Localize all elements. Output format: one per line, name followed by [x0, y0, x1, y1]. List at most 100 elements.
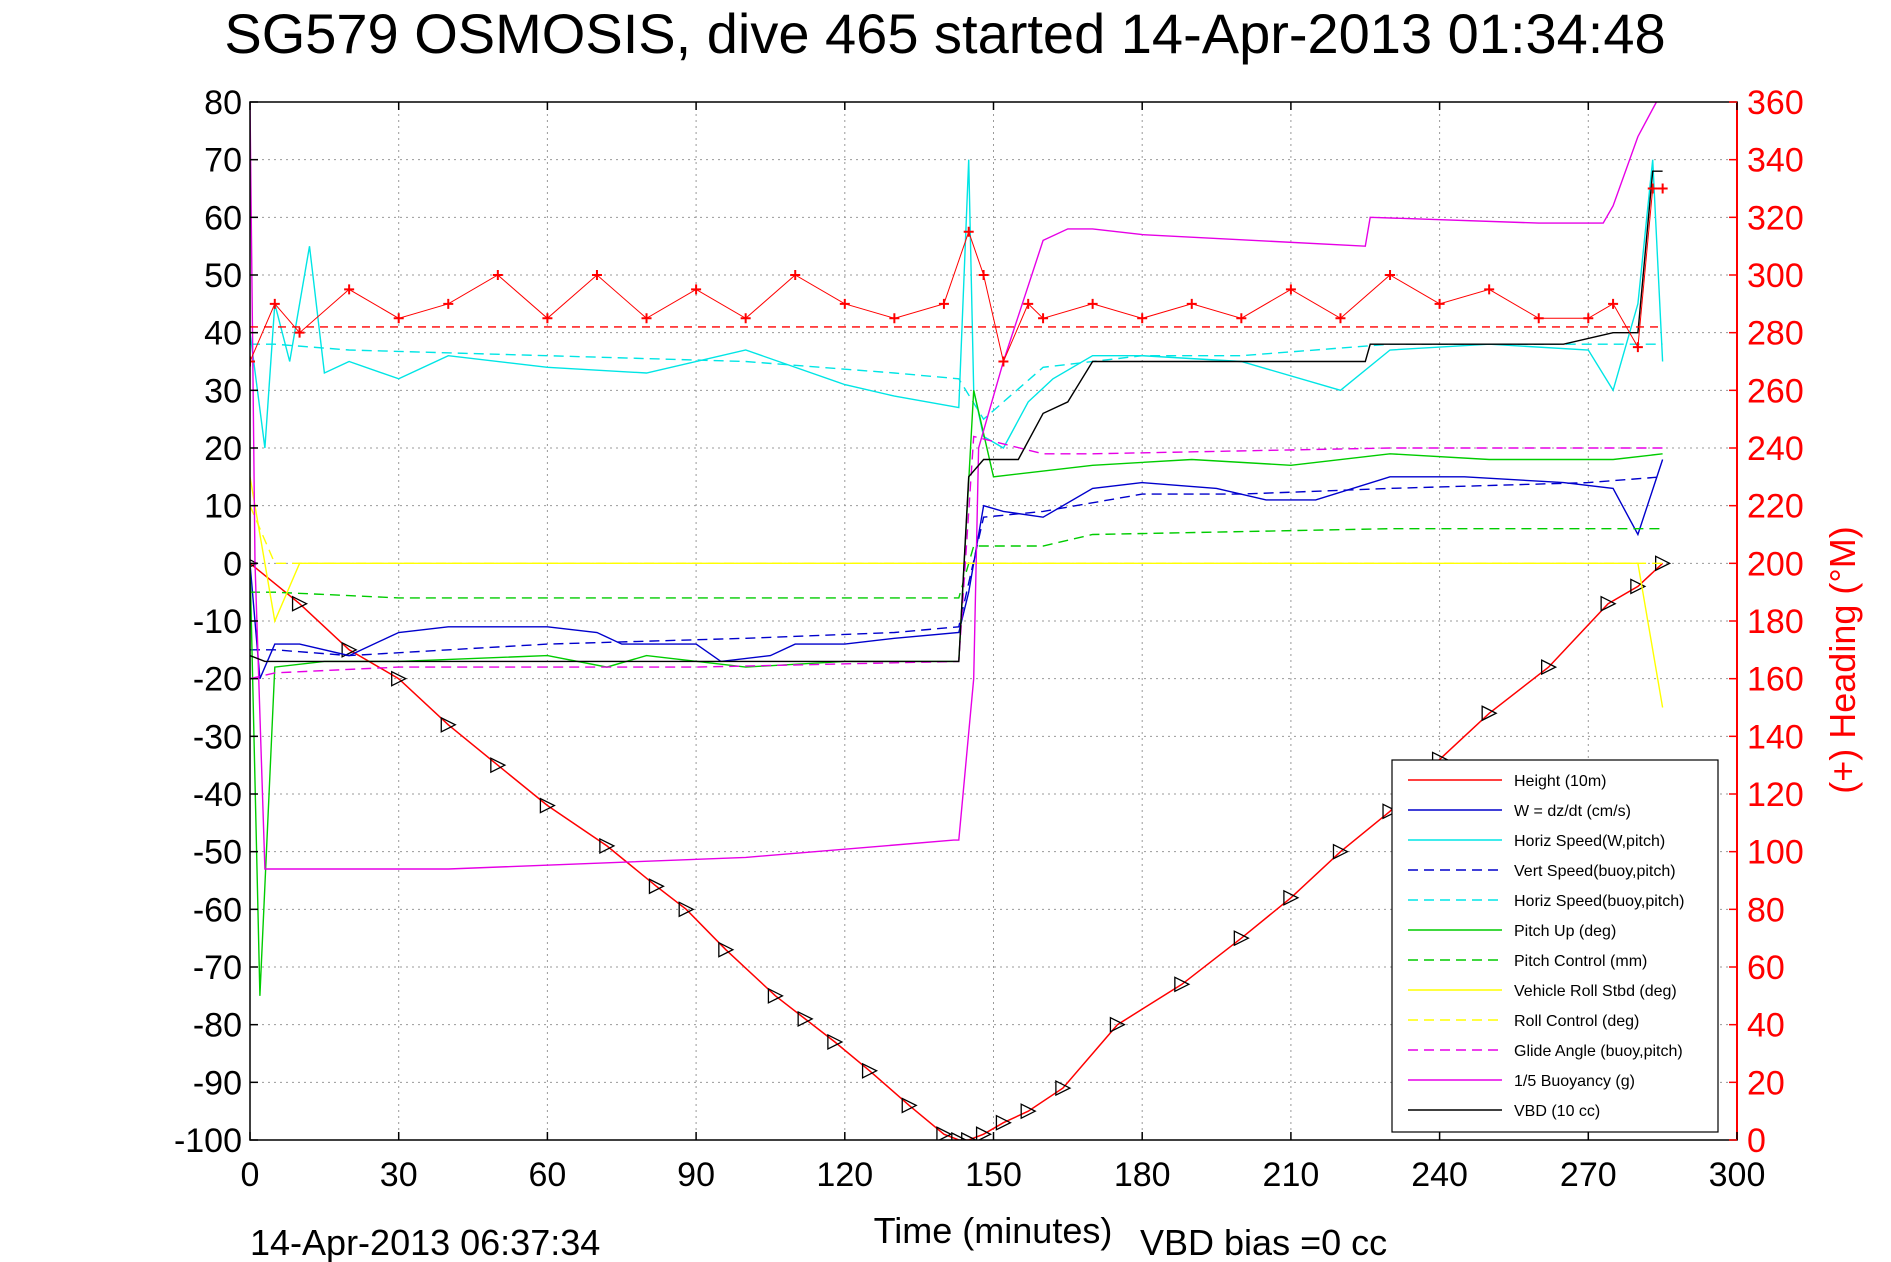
height-point — [718, 941, 735, 958]
heading-point — [269, 298, 280, 309]
height-point — [1332, 843, 1349, 860]
height-point — [951, 1131, 968, 1140]
y-left-tick-label: 30 — [204, 372, 242, 410]
heading-point — [998, 356, 1009, 367]
x-tick-label: 300 — [1709, 1156, 1766, 1194]
y-right-tick-label: 240 — [1747, 430, 1804, 468]
y-left-tick-label: 80 — [204, 84, 242, 122]
legend-entry: W = dz/dt (cm/s) — [1514, 803, 1631, 820]
height-point — [648, 878, 665, 895]
x-tick-label: 240 — [1411, 1156, 1468, 1194]
heading-point — [889, 313, 900, 324]
legend: Height (10m) W = dz/dt (cm/s) Horiz Speed(… — [1391, 759, 1719, 1133]
heading-point — [1533, 313, 1544, 324]
legend-entry: Vehicle Roll Stbd (deg) — [1514, 983, 1677, 1000]
legend-box — [1391, 759, 1719, 1133]
heading-point — [1236, 313, 1247, 324]
y-left-tick-label: -60 — [193, 891, 242, 929]
x-tick-label: 210 — [1263, 1156, 1320, 1194]
height-point — [1109, 1016, 1126, 1033]
x-tick-label: 150 — [965, 1156, 1022, 1194]
heading-point — [1285, 284, 1296, 295]
series-line-horiz-speed-w-pitch — [250, 159, 1664, 449]
heading-point — [978, 270, 989, 280]
y-right-tick-label: 140 — [1747, 718, 1804, 756]
heading-point — [1632, 342, 1643, 353]
heading-point — [740, 313, 751, 324]
y-left-tick-label: 20 — [204, 430, 242, 468]
heading-point — [1023, 298, 1034, 309]
heading-point — [591, 270, 602, 280]
heading-point — [250, 356, 255, 367]
height-point — [1283, 889, 1300, 906]
height-point — [861, 1062, 879, 1079]
x-tick-label: 30 — [380, 1156, 418, 1194]
heading-point — [691, 284, 702, 295]
y-right-tick-label: 60 — [1747, 949, 1785, 987]
chart-title: SG579 OSMOSIS, dive 465 started 14-Apr-2… — [224, 2, 1665, 65]
legend-entry: Pitch Up (deg) — [1514, 923, 1616, 940]
heading-point — [1583, 313, 1594, 324]
y-right-tick-label: 340 — [1747, 142, 1804, 180]
y-left-tick-label: 40 — [204, 315, 242, 353]
y-left-tick-label: 10 — [204, 488, 242, 526]
heading-point — [393, 313, 404, 324]
height-point — [1055, 1080, 1072, 1097]
legend-entry: Height (10m) — [1514, 773, 1606, 790]
height-point — [291, 595, 309, 612]
x-tick-label: 60 — [528, 1156, 566, 1194]
height-point — [391, 670, 408, 687]
y-left-tick-label: -50 — [193, 834, 242, 872]
y-right-tick-label: 320 — [1747, 199, 1804, 237]
legend-entry: Pitch Control (mm) — [1514, 953, 1647, 970]
heading-point — [443, 298, 454, 309]
y-left-tick-label: -40 — [193, 776, 242, 814]
height-point — [1541, 659, 1558, 676]
y-right-tick-label: 200 — [1747, 545, 1804, 583]
y-left-tick-label: -90 — [193, 1064, 242, 1102]
height-point — [975, 1126, 993, 1140]
y-left-tick-label: -70 — [193, 949, 242, 987]
y-right-tick-label: 360 — [1747, 84, 1804, 122]
y-axis-right-label: (+) Heading (°M) — [1822, 526, 1863, 793]
heading-point — [641, 313, 652, 324]
series-line-horiz-speed-buoy-pitch — [250, 343, 1663, 421]
heading-point — [1186, 298, 1197, 309]
legend-entry: VBD (10 cc) — [1514, 1103, 1600, 1120]
height-point — [797, 1010, 814, 1027]
series-line-w-dz-dt-cm-s — [250, 459, 1664, 679]
series-line-heading — [250, 188, 1663, 364]
height-point — [901, 1097, 918, 1114]
footer-vbd-bias: VBD bias =0 cc — [1140, 1222, 1387, 1262]
heading-point — [1038, 313, 1049, 324]
heading-point — [1385, 270, 1396, 280]
x-tick-label: 180 — [1114, 1156, 1171, 1194]
heading-point — [1484, 284, 1495, 295]
y-right-tick-label: 180 — [1747, 603, 1804, 641]
y-axis-right-ticks: 3603403203002802602402202001801601401201… — [1729, 84, 1804, 1160]
height-point — [1020, 1103, 1037, 1120]
heading-point — [1087, 298, 1098, 309]
y-left-tick-label: 70 — [204, 142, 242, 180]
height-point — [1382, 803, 1399, 820]
x-tick-label: 120 — [816, 1156, 873, 1194]
series-line-1-5-buoyancy-g — [250, 102, 1658, 870]
height-point — [1630, 578, 1647, 595]
y-left-tick-label: -10 — [193, 603, 242, 641]
x-axis-ticks: 0 30 60 90 120 150 180 210 240 270 300 — [241, 102, 1766, 1194]
y-right-tick-label: 160 — [1747, 661, 1804, 699]
heading-point — [344, 284, 355, 295]
y-right-tick-label: 300 — [1747, 257, 1804, 295]
heading-point — [1434, 298, 1445, 309]
x-axis-label: Time (minutes) — [874, 1210, 1113, 1251]
x-tick-label: 0 — [241, 1156, 260, 1194]
height-point — [827, 1033, 844, 1051]
y-left-tick-label: 50 — [204, 257, 242, 295]
heading-point — [1647, 183, 1658, 194]
y-right-tick-label: 280 — [1747, 315, 1804, 353]
heading-point — [542, 313, 553, 324]
y-right-tick-label: 0 — [1747, 1122, 1766, 1160]
x-tick-label: 270 — [1560, 1156, 1617, 1194]
y-right-tick-label: 260 — [1747, 372, 1804, 410]
